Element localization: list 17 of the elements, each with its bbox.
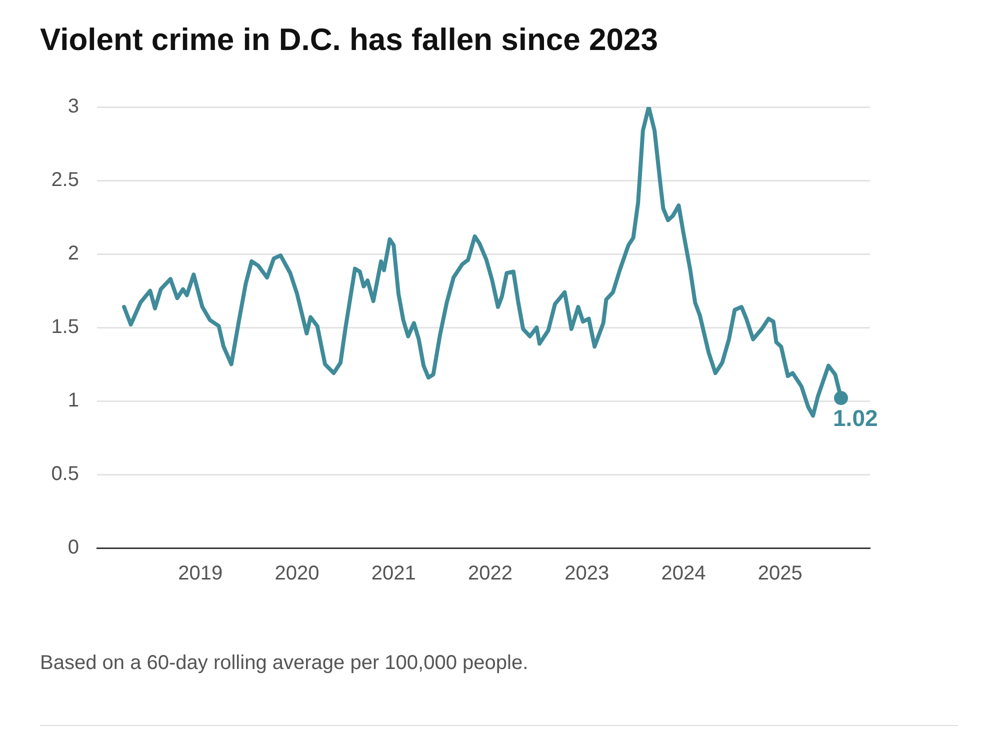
x-tick-label: 2023 bbox=[564, 562, 610, 585]
x-tick-label: 2022 bbox=[468, 562, 513, 585]
x-tick-label: 2024 bbox=[661, 562, 706, 585]
y-tick-label: 1 bbox=[68, 390, 79, 412]
y-tick-label: 3 bbox=[68, 96, 79, 118]
x-tick-label: 2021 bbox=[371, 562, 416, 585]
y-tick-label: 2 bbox=[68, 242, 79, 265]
x-tick-label: 2019 bbox=[178, 562, 223, 585]
y-tick-label: 1.5 bbox=[51, 316, 79, 338]
text: Based on a 60-day rolling average per 100,000 people. bbox=[40, 652, 528, 675]
x-tick-label: 2020 bbox=[274, 562, 320, 585]
data-label: 1.02 bbox=[833, 404, 878, 431]
y-tick-label: 0 bbox=[68, 536, 79, 559]
chart-title: Violent crime in D.C. has fallen since 2023 bbox=[40, 22, 658, 58]
x-tick-label: 2025 bbox=[758, 562, 802, 585]
y-tick-label: 2.5 bbox=[51, 169, 79, 192]
y-tick-label: 0.5 bbox=[51, 463, 79, 486]
